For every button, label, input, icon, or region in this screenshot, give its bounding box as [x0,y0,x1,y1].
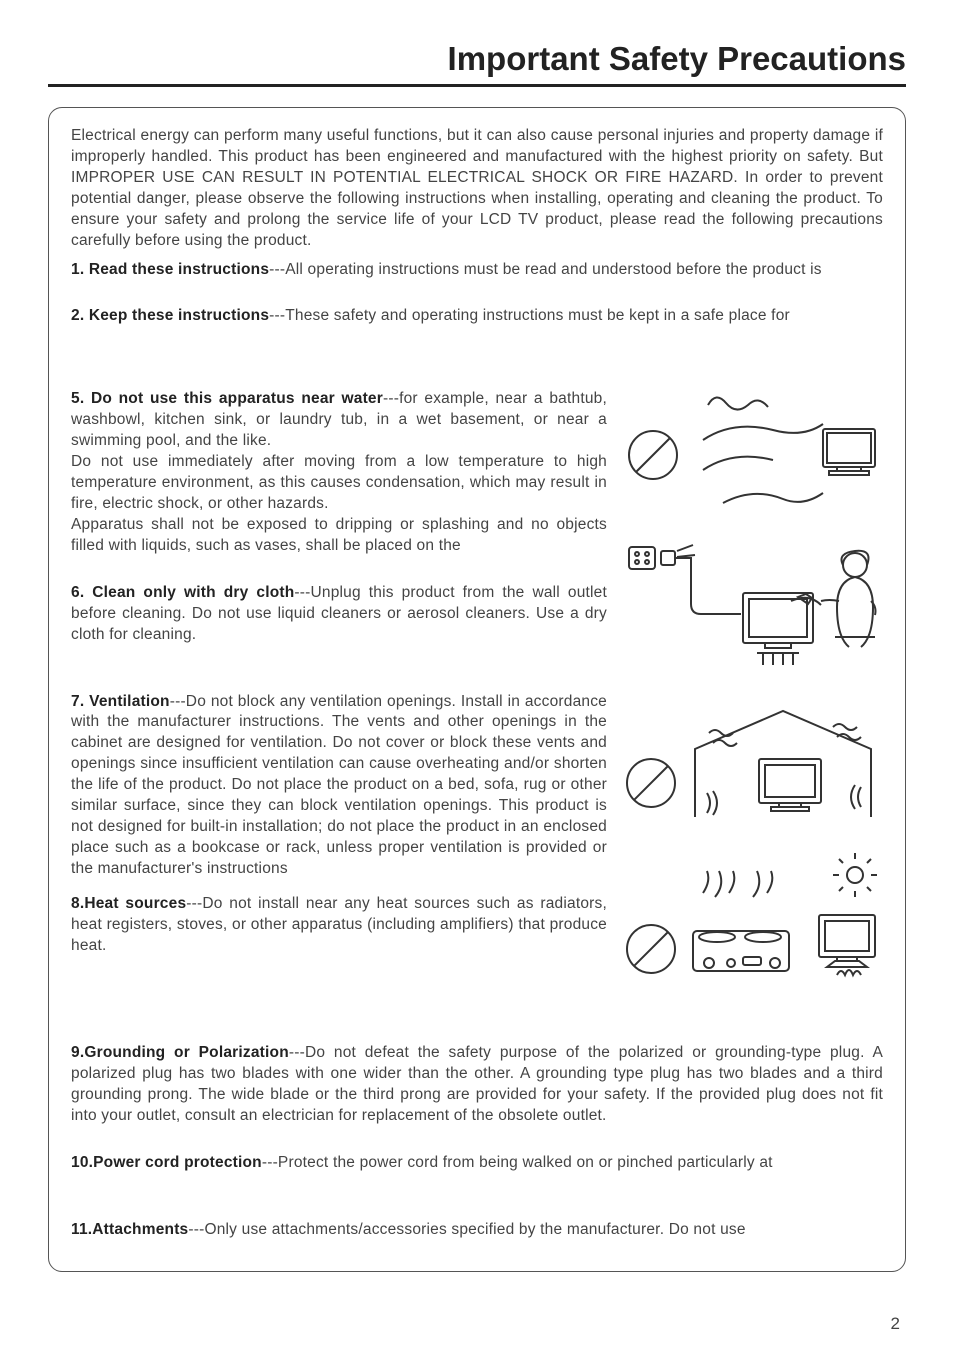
item-2: 2. Keep these instructions---These safet… [71,306,883,327]
clean-dry-cloth-icon [623,541,883,681]
item-7: 7. Ventilation---Do not block any ventil… [71,692,607,880]
item-8: 8.Heat sources---Do not install near any… [71,894,607,957]
item-1-text: ---All operating instructions must be re… [269,261,822,278]
page-header: Important Safety Precautions [48,40,906,87]
item-2-text: ---These safety and operating instructio… [269,307,790,324]
item-7-label: 7. Ventilation [71,693,170,710]
intro-paragraph: Electrical energy can perform many usefu… [71,126,883,252]
item-6-label: 6. Clean only with dry cloth [71,584,294,601]
illustrated-section: 5. Do not use this apparatus near water -… [71,385,883,993]
illustrated-text-column: 5. Do not use this apparatus near water -… [71,385,607,956]
item-7-text: ---Do not block any ventilation openings… [71,693,607,877]
page-number: 2 [891,1314,900,1334]
item-5b: Do not use immediately after moving from… [71,452,607,515]
no-heat-source-icon [623,853,883,993]
item-1-label: 1. Read these instructions [71,261,269,278]
page-title: Important Safety Precautions [48,40,906,78]
item-10: 10.Power cord protection---Protect the p… [71,1153,883,1174]
item-8-label: 8.Heat sources [71,895,186,912]
precautions-box: Electrical energy can perform many usefu… [48,107,906,1272]
no-vent-block-icon [623,697,883,837]
item-5-label: 5. Do not use this apparatus near water [71,390,383,407]
item-9: 9.Grounding or Polarization---Do not def… [71,1043,883,1127]
item-1: 1. Read these instructions---All operati… [71,260,883,281]
figure-column [623,385,883,993]
item-2-label: 2. Keep these instructions [71,307,269,324]
item-5: 5. Do not use this apparatus near water-… [71,389,607,452]
item-11-label: 11.Attachments [71,1221,188,1238]
item-11: 11.Attachments---Only use attachments/ac… [71,1220,883,1241]
item-11-text: ---Only use attachments/accessories spec… [188,1221,745,1238]
no-water-near-tv-icon [623,385,883,525]
item-5c: Apparatus shall not be exposed to drippi… [71,515,607,557]
item-9-label: 9.Grounding or Polarization [71,1044,289,1061]
item-6: 6. Clean only with dry cloth---Unplug th… [71,583,607,646]
item-10-label: 10.Power cord protection [71,1154,262,1171]
item-10-text: ---Protect the power cord from being wal… [262,1154,773,1171]
